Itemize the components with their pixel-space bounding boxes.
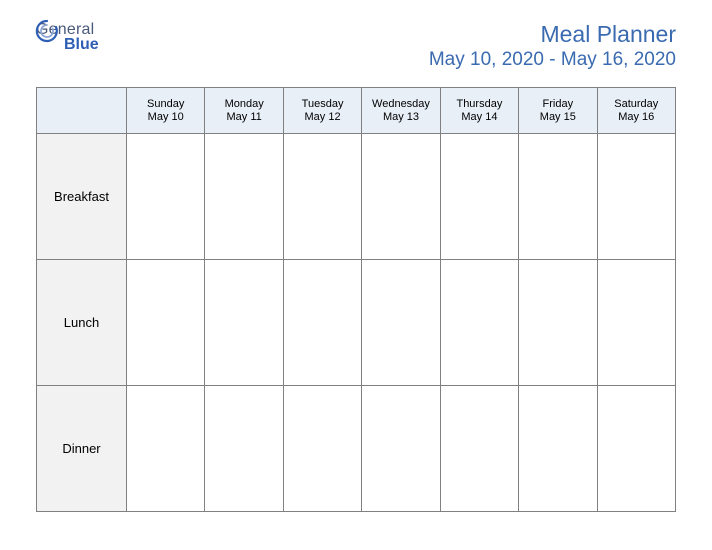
day-of-week: Friday: [521, 98, 594, 110]
meal-label: Lunch: [37, 260, 127, 386]
day-date: May 15: [521, 111, 594, 123]
meal-cell[interactable]: [205, 260, 283, 386]
meal-cell[interactable]: [440, 260, 518, 386]
brand-word-2: Blue: [64, 37, 99, 53]
day-date: May 12: [286, 111, 359, 123]
day-date: May 13: [364, 111, 437, 123]
header-corner-cell: [37, 88, 127, 134]
meal-row: Dinner: [37, 386, 676, 512]
day-of-week: Tuesday: [286, 98, 359, 110]
meal-cell[interactable]: [205, 134, 283, 260]
meal-row: Breakfast: [37, 134, 676, 260]
meal-cell[interactable]: [440, 386, 518, 512]
day-date: May 11: [207, 111, 280, 123]
meal-cell[interactable]: [283, 260, 361, 386]
page-title: Meal Planner: [429, 22, 676, 47]
meal-cell[interactable]: [597, 386, 675, 512]
day-header: Saturday May 16: [597, 88, 675, 134]
day-date: May 16: [600, 111, 673, 123]
title-block: Meal Planner May 10, 2020 - May 16, 2020: [429, 22, 676, 71]
day-date: May 10: [129, 111, 202, 123]
planner-table: Sunday May 10 Monday May 11 Tuesday May …: [36, 87, 676, 512]
meal-label: Dinner: [37, 386, 127, 512]
day-of-week: Wednesday: [364, 98, 437, 110]
day-header: Thursday May 14: [440, 88, 518, 134]
meal-cell[interactable]: [519, 134, 597, 260]
day-header: Monday May 11: [205, 88, 283, 134]
day-of-week: Thursday: [443, 98, 516, 110]
meal-cell[interactable]: [362, 386, 440, 512]
meal-cell[interactable]: [597, 260, 675, 386]
meal-cell[interactable]: [283, 134, 361, 260]
meal-planner-page: General Blue Meal Planner May 10, 2020 -…: [0, 0, 712, 550]
day-of-week: Sunday: [129, 98, 202, 110]
meal-label: Breakfast: [37, 134, 127, 260]
meal-cell[interactable]: [205, 386, 283, 512]
day-header: Sunday May 10: [127, 88, 205, 134]
meal-cell[interactable]: [127, 134, 205, 260]
meal-cell[interactable]: [127, 386, 205, 512]
brand-logo: General Blue: [36, 22, 99, 53]
meal-cell[interactable]: [362, 134, 440, 260]
day-of-week: Monday: [207, 98, 280, 110]
meal-cell[interactable]: [519, 386, 597, 512]
meal-cell[interactable]: [362, 260, 440, 386]
meal-row: Lunch: [37, 260, 676, 386]
day-header: Wednesday May 13: [362, 88, 440, 134]
meal-cell[interactable]: [519, 260, 597, 386]
day-header: Tuesday May 12: [283, 88, 361, 134]
meal-cell[interactable]: [440, 134, 518, 260]
day-header: Friday May 15: [519, 88, 597, 134]
date-range: May 10, 2020 - May 16, 2020: [429, 49, 676, 71]
day-date: May 14: [443, 111, 516, 123]
meal-cell[interactable]: [127, 260, 205, 386]
meal-cell[interactable]: [283, 386, 361, 512]
planner-grid-wrap: Sunday May 10 Monday May 11 Tuesday May …: [0, 81, 712, 512]
header-row: General Blue Meal Planner May 10, 2020 -…: [0, 0, 712, 81]
day-of-week: Saturday: [600, 98, 673, 110]
logo-swirl-icon: [34, 18, 60, 44]
header-row-days: Sunday May 10 Monday May 11 Tuesday May …: [37, 88, 676, 134]
meal-cell[interactable]: [597, 134, 675, 260]
